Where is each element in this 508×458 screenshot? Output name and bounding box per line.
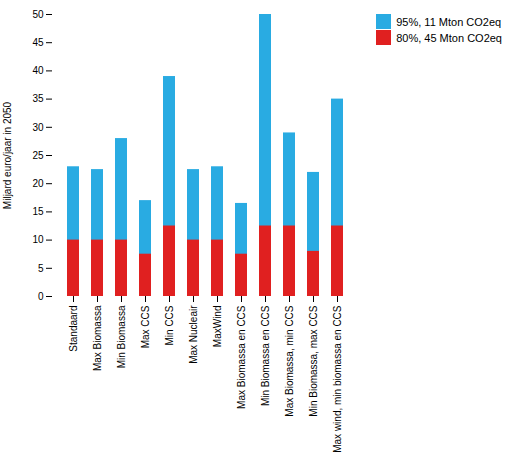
svg-text:MaxWind: MaxWind — [212, 306, 223, 348]
svg-text:Min CCS: Min CCS — [164, 305, 175, 345]
svg-text:Miljard euro/jaar in 2050: Miljard euro/jaar in 2050 — [2, 101, 13, 209]
svg-text:Max wind, min biomassa en CCS: Max wind, min biomassa en CCS — [332, 305, 343, 453]
svg-text:0: 0 — [38, 291, 44, 302]
svg-text:35: 35 — [32, 93, 44, 104]
svg-text:5: 5 — [38, 263, 44, 274]
svg-text:30: 30 — [32, 122, 44, 133]
html-text:80%, 45 Mton CO2eq: 80%, 45 Mton CO2eq — [396, 31, 502, 44]
svg-text:Standaard: Standaard — [68, 306, 79, 352]
svg-text:10: 10 — [32, 234, 44, 245]
svg-text:Min Biomassa en CCS: Min Biomassa en CCS — [260, 305, 271, 406]
svg-text:Max Biomassa, min CCS: Max Biomassa, min CCS — [284, 305, 295, 416]
svg-text:50: 50 — [32, 9, 44, 20]
svg-text:20: 20 — [32, 178, 44, 189]
svg-text:40: 40 — [32, 65, 44, 76]
svg-text:Max Biomassa en CCS: Max Biomassa en CCS — [236, 305, 247, 409]
svg-text:Max CCS: Max CCS — [140, 305, 151, 348]
svg-text:15: 15 — [32, 206, 44, 217]
svg-text:Max Nucleair: Max Nucleair — [188, 305, 199, 364]
svg-text:25: 25 — [32, 150, 44, 161]
svg-text:Min Biomassa: Min Biomassa — [116, 305, 127, 368]
svg-text:Min Biomassa, max CCS: Min Biomassa, max CCS — [308, 305, 319, 416]
svg-text:Max Biomassa: Max Biomassa — [92, 305, 103, 371]
svg-text:45: 45 — [32, 37, 44, 48]
html-text:95%, 11 Mton CO2eq: 95%, 11 Mton CO2eq — [396, 15, 502, 28]
